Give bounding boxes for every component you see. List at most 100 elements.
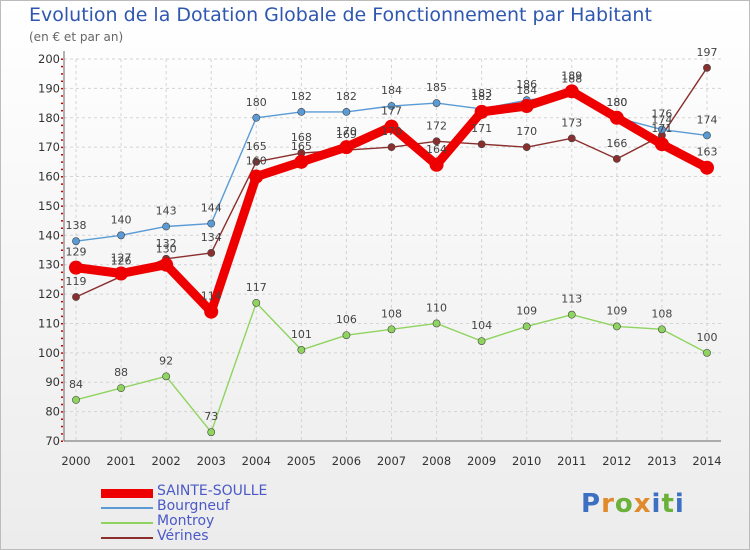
y-tick-label: 150 <box>38 199 60 213</box>
y-axis-minor-tick <box>61 293 63 296</box>
x-tick-label: 2008 <box>422 454 451 468</box>
data-point <box>703 131 711 140</box>
data-label: 197 <box>696 46 717 59</box>
y-axis-minor-tick <box>61 198 63 200</box>
data-label: 110 <box>426 301 447 314</box>
y-axis-minor-tick <box>61 264 63 266</box>
data-label: 88 <box>114 366 128 379</box>
y-axis-minor-tick <box>61 286 63 288</box>
data-point <box>69 260 83 275</box>
y-axis-minor-tick <box>61 102 63 105</box>
data-point <box>612 322 621 331</box>
data-label: 109 <box>516 304 537 317</box>
data-label: 129 <box>66 246 87 259</box>
data-label: 144 <box>201 202 222 215</box>
data-point <box>207 219 216 228</box>
data-label: 182 <box>336 90 357 103</box>
y-axis-minor-tick <box>61 212 63 215</box>
y-axis-minor-tick <box>61 242 63 244</box>
data-label: 84 <box>69 378 83 391</box>
data-point <box>477 140 486 149</box>
data-label: 183 <box>471 87 492 100</box>
x-tick-label: 2001 <box>106 454 135 468</box>
y-axis-minor-tick <box>61 374 63 376</box>
data-label: 127 <box>111 252 132 265</box>
data-label: 172 <box>426 119 447 132</box>
y-axis-minor-tick <box>61 440 63 442</box>
data-label: 113 <box>561 293 582 306</box>
logo-letter: o <box>614 489 634 519</box>
y-tick-label: 200 <box>38 52 60 66</box>
y-axis-minor-tick <box>61 330 63 332</box>
data-point <box>474 104 489 119</box>
data-label: 117 <box>246 281 267 294</box>
y-axis-minor-tick <box>61 146 63 149</box>
y-axis-minor-tick <box>61 109 63 112</box>
data-point <box>387 143 396 152</box>
legend-label: Vérines <box>157 528 209 544</box>
data-label: 184 <box>516 84 537 97</box>
y-tick-label: 140 <box>38 228 60 242</box>
x-tick-label: 2002 <box>151 454 180 468</box>
logo-letter: P <box>581 489 602 519</box>
data-label: 170 <box>516 125 537 138</box>
y-tick-label: 70 <box>45 434 60 448</box>
data-point <box>162 222 171 231</box>
y-axis-minor-tick <box>61 396 63 398</box>
x-tick-label: 2007 <box>377 454 406 468</box>
y-axis-minor-tick <box>61 124 63 127</box>
y-axis-minor-tick <box>61 389 63 391</box>
data-label: 165 <box>291 140 312 153</box>
data-label: 143 <box>156 204 177 217</box>
logo-letter: t <box>661 489 675 519</box>
y-axis-minor-tick <box>61 234 63 237</box>
y-axis-minor-tick <box>61 425 63 428</box>
data-point <box>567 310 576 319</box>
y-axis-minor-tick <box>61 278 63 281</box>
logo-letter: r <box>601 489 615 519</box>
data-point <box>384 119 399 134</box>
data-label: 163 <box>696 146 717 159</box>
y-axis-minor-tick <box>61 403 63 406</box>
data-point <box>654 137 669 152</box>
y-axis-minor-tick <box>61 65 63 68</box>
y-axis-minor-tick <box>61 271 63 274</box>
data-point <box>159 257 174 272</box>
data-point <box>297 107 306 116</box>
data-label: 182 <box>471 90 492 103</box>
data-point <box>342 107 351 116</box>
y-axis-minor-tick <box>61 345 63 347</box>
data-label: 114 <box>201 290 222 303</box>
data-point <box>72 293 80 301</box>
y-axis-minor-tick <box>61 381 63 384</box>
data-point <box>117 384 125 393</box>
data-label: 170 <box>336 125 357 138</box>
data-point <box>522 322 531 331</box>
y-axis-minor-tick <box>61 131 63 134</box>
y-axis-minor-tick <box>61 337 63 340</box>
y-axis-minor-tick <box>61 359 63 362</box>
data-label: 184 <box>381 84 402 97</box>
data-point <box>387 325 396 334</box>
y-axis-minor-tick <box>61 161 63 163</box>
data-label: 173 <box>561 116 582 129</box>
data-point <box>429 157 444 172</box>
data-label: 180 <box>606 96 627 109</box>
data-point <box>72 237 80 246</box>
y-axis-minor-tick <box>61 227 63 229</box>
data-label: 168 <box>291 131 312 144</box>
x-tick-label: 2003 <box>197 454 226 468</box>
x-tick-label: 2009 <box>467 454 496 468</box>
data-label: 180 <box>606 96 627 109</box>
data-point <box>339 140 354 155</box>
y-axis-minor-tick <box>61 154 63 156</box>
x-tick-label: 2006 <box>332 454 361 468</box>
x-tick-label: 2010 <box>512 454 541 468</box>
y-axis-minor-tick <box>61 95 63 97</box>
y-axis-minor-tick <box>61 418 63 420</box>
data-point <box>658 125 666 134</box>
data-point <box>117 231 125 240</box>
x-tick-label: 2000 <box>61 454 90 468</box>
